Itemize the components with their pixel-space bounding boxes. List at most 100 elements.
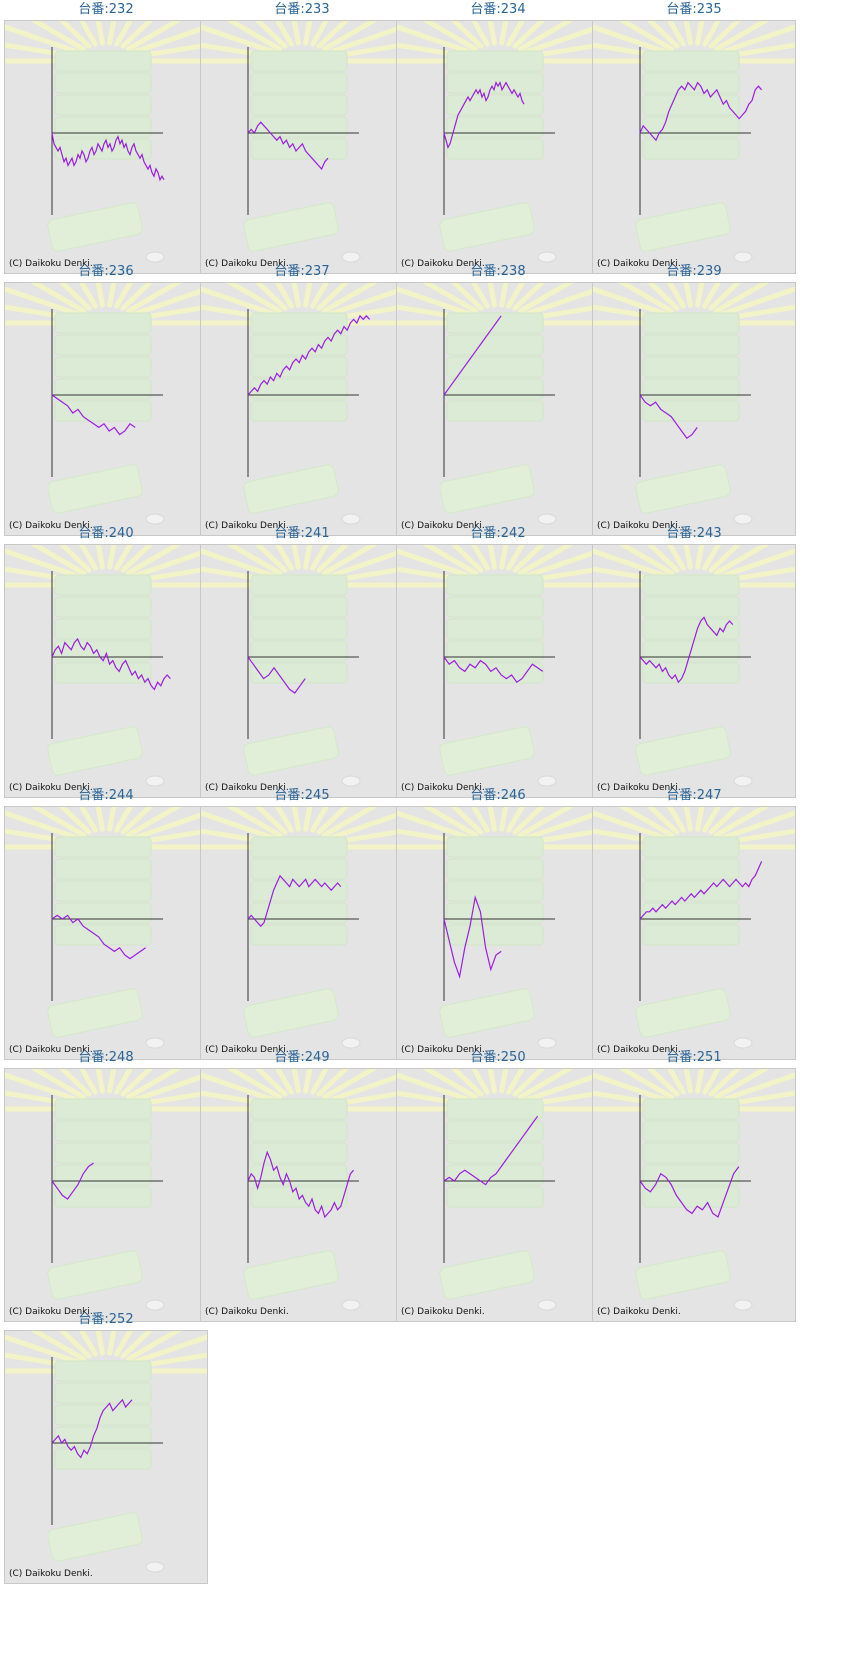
- series-line: [51, 132, 165, 182]
- machine-link[interactable]: 台番:235: [666, 2, 722, 17]
- chart-panel: (C) Daikoku Denki.: [396, 1068, 600, 1322]
- chart-card: 台番:237 (C) Daikoku Denki.: [200, 262, 404, 536]
- machine-link[interactable]: 台番:241: [274, 526, 330, 541]
- machine-link[interactable]: 台番:245: [274, 788, 330, 803]
- copyright-label: (C) Daikoku Denki.: [597, 783, 681, 793]
- series-line: [247, 874, 342, 928]
- machine-link[interactable]: 台番:243: [666, 526, 722, 541]
- machine-link[interactable]: 台番:239: [666, 264, 722, 279]
- chart-panel: (C) Daikoku Denki.: [200, 20, 404, 274]
- machine-link[interactable]: 台番:242: [470, 526, 526, 541]
- background-trays: [243, 50, 361, 263]
- series-line: [247, 1150, 355, 1219]
- machine-link[interactable]: 台番:250: [470, 1050, 526, 1065]
- background-trays: [635, 1098, 753, 1311]
- copyright-label: (C) Daikoku Denki.: [401, 521, 485, 531]
- copyright-label: (C) Daikoku Denki.: [9, 1569, 93, 1579]
- chart-panel: (C) Daikoku Denki.: [396, 282, 600, 536]
- series-line: [639, 861, 763, 920]
- machine-link[interactable]: 台番:246: [470, 788, 526, 803]
- line-chart: [5, 1069, 207, 1311]
- machine-link[interactable]: 台番:249: [274, 1050, 330, 1065]
- copyright-label: (C) Daikoku Denki.: [597, 259, 681, 269]
- machine-link[interactable]: 台番:232: [78, 2, 134, 17]
- chart-card: 台番:245 (C) Daikoku Denki.: [200, 786, 404, 1060]
- machine-link[interactable]: 台番:237: [274, 264, 330, 279]
- chart-card: 台番:239 (C) Daikoku Denki.: [592, 262, 796, 536]
- chart-card: 台番:236 (C) Daikoku Denki.: [4, 262, 208, 536]
- series-line: [443, 656, 544, 684]
- machine-link[interactable]: 台番:233: [274, 2, 330, 17]
- background-trays: [47, 1098, 165, 1311]
- chart-card: 台番:232 (C) Daikoku Denki.: [4, 0, 208, 274]
- series-line: [247, 656, 306, 694]
- series-line: [51, 914, 146, 960]
- chart-card: 台番:235 (C) Daikoku Denki.: [592, 0, 796, 274]
- machine-link[interactable]: 台番:252: [78, 1312, 134, 1327]
- copyright-label: (C) Daikoku Denki.: [9, 1045, 93, 1055]
- copyright-label: (C) Daikoku Denki.: [401, 1045, 485, 1055]
- copyright-label: (C) Daikoku Denki.: [401, 783, 485, 793]
- series-line: [247, 314, 371, 396]
- line-chart: [593, 21, 795, 263]
- chart-card: 台番:249 (C) Daikoku Denki.: [200, 1048, 404, 1322]
- copyright-label: (C) Daikoku Denki.: [205, 1045, 289, 1055]
- line-chart: [593, 545, 795, 787]
- copyright-label: (C) Daikoku Denki.: [597, 521, 681, 531]
- line-chart: [593, 807, 795, 1049]
- series-line: [639, 81, 763, 142]
- copyright-label: (C) Daikoku Denki.: [9, 1307, 93, 1317]
- background-trays: [243, 574, 361, 787]
- background-trays: [243, 836, 361, 1049]
- series-line: [639, 1166, 740, 1218]
- chart-card: 台番:244 (C) Daikoku Denki.: [4, 786, 208, 1060]
- machine-link[interactable]: 台番:251: [666, 1050, 722, 1065]
- background-trays: [47, 312, 165, 525]
- background-trays: [243, 312, 361, 525]
- chart-card: 台番:251 (C) Daikoku Denki.: [592, 1048, 796, 1322]
- machine-link[interactable]: 台番:238: [470, 264, 526, 279]
- line-chart: [593, 283, 795, 525]
- background-trays: [439, 50, 557, 263]
- machine-link[interactable]: 台番:240: [78, 526, 134, 541]
- background-trays: [439, 1098, 557, 1311]
- machine-link[interactable]: 台番:247: [666, 788, 722, 803]
- background-trays: [243, 1098, 361, 1311]
- line-chart: [201, 21, 403, 263]
- chart-panel: (C) Daikoku Denki.: [592, 806, 796, 1060]
- chart-panel: (C) Daikoku Denki.: [4, 1068, 208, 1322]
- line-chart: [593, 1069, 795, 1311]
- chart-panel: (C) Daikoku Denki.: [200, 806, 404, 1060]
- copyright-label: (C) Daikoku Denki.: [9, 521, 93, 531]
- copyright-label: (C) Daikoku Denki.: [597, 1307, 681, 1317]
- chart-card: 台番:240 (C) Daikoku Denki.: [4, 524, 208, 798]
- chart-panel: (C) Daikoku Denki.: [396, 544, 600, 798]
- series-line: [639, 616, 734, 684]
- machine-link[interactable]: 台番:248: [78, 1050, 134, 1065]
- series-line: [443, 81, 525, 149]
- background-trays: [439, 312, 557, 525]
- line-chart: [397, 1069, 599, 1311]
- chart-card: 台番:246 (C) Daikoku Denki.: [396, 786, 600, 1060]
- line-chart: [397, 545, 599, 787]
- machine-link[interactable]: 台番:236: [78, 264, 134, 279]
- background-trays: [635, 50, 753, 263]
- background-rays: [5, 21, 207, 64]
- chart-panel: (C) Daikoku Denki.: [4, 806, 208, 1060]
- chart-panel: (C) Daikoku Denki.: [4, 544, 208, 798]
- machine-link[interactable]: 台番:244: [78, 788, 134, 803]
- machine-link[interactable]: 台番:234: [470, 2, 526, 17]
- chart-panel: (C) Daikoku Denki.: [592, 20, 796, 274]
- background-trays: [47, 836, 165, 1049]
- chart-card: 台番:252 (C) Daikoku Denki.: [4, 1310, 208, 1584]
- chart-panel: (C) Daikoku Denki.: [592, 1068, 796, 1322]
- line-chart: [397, 807, 599, 1049]
- chart-panel: (C) Daikoku Denki.: [592, 282, 796, 536]
- line-chart: [5, 807, 207, 1049]
- chart-card: 台番:243 (C) Daikoku Denki.: [592, 524, 796, 798]
- copyright-label: (C) Daikoku Denki.: [205, 783, 289, 793]
- series-line: [51, 1398, 133, 1459]
- line-chart: [397, 283, 599, 525]
- background-trays: [635, 574, 753, 787]
